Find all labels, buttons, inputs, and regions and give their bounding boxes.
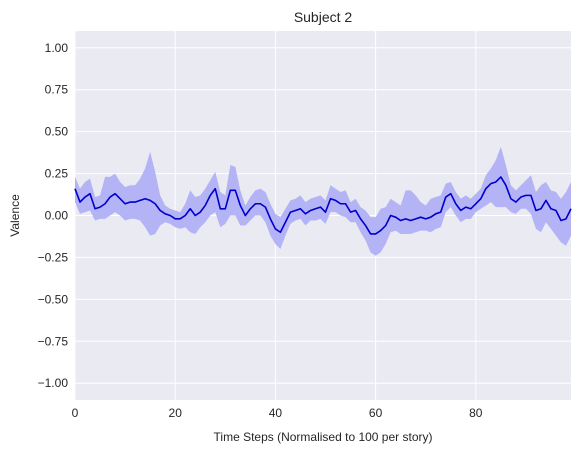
y-tick-label: 0.75 <box>45 83 69 97</box>
y-tick-label: −0.50 <box>38 292 69 306</box>
y-tick-label: −0.25 <box>38 250 69 264</box>
y-axis-label: Valence <box>8 194 22 237</box>
x-axis-label: Time Steps (Normalised to 100 per story) <box>214 430 433 444</box>
x-tick-label: 80 <box>469 406 483 420</box>
mean-valence-line <box>74 176 572 235</box>
chart-title: Subject 2 <box>294 9 353 25</box>
y-tick-label: −1.00 <box>38 376 69 390</box>
x-tick-labels: 0 20 40 60 80 <box>72 406 483 420</box>
x-tick-label: 40 <box>269 406 283 420</box>
y-tick-labels: −1.00 −0.75 −0.50 −0.25 0.00 0.25 0.50 0.75 1.00 <box>38 41 69 390</box>
y-tick-label: 0.00 <box>45 209 69 223</box>
x-tick-label: 20 <box>169 406 183 420</box>
x-tick-label: 0 <box>72 406 79 420</box>
y-tick-label: −0.75 <box>38 334 69 348</box>
y-tick-label: 0.25 <box>45 167 69 181</box>
y-tick-label: 1.00 <box>45 41 69 55</box>
x-tick-label: 60 <box>369 406 383 420</box>
y-tick-label: 0.50 <box>45 125 69 139</box>
confidence-band-area <box>75 146 571 256</box>
confidence-band <box>75 146 571 256</box>
mean-line <box>74 176 572 235</box>
